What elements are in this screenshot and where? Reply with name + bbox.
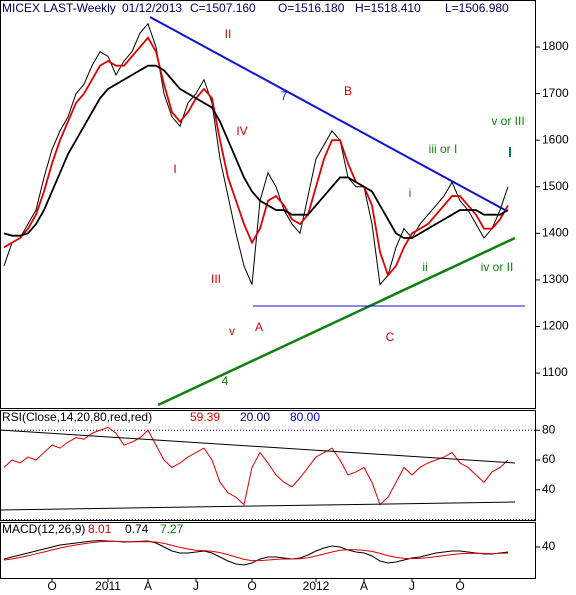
- x-tick-label: J: [193, 579, 199, 593]
- y-tick-label: 1500: [542, 179, 569, 193]
- wave-label: v or III: [491, 114, 524, 128]
- y-tick-label: 1400: [542, 226, 569, 240]
- y-tick-label: 1600: [542, 132, 569, 146]
- series-line: [3, 540, 509, 562]
- ohlc-info: C=1507.160: [190, 1, 256, 15]
- rsi-trendline: [0, 501, 516, 511]
- indicator-value: 59.39: [190, 410, 220, 424]
- rsi-panel: [0, 410, 536, 521]
- date: 01/12/2013: [122, 1, 182, 15]
- wave-label: iv or II: [481, 260, 514, 274]
- x-tick-label: J: [409, 579, 415, 593]
- series-line: [3, 22, 509, 286]
- indicator-value: 7.27: [160, 522, 184, 536]
- indicator-value: 0.74: [125, 522, 149, 536]
- wave-label: iii or I: [429, 142, 458, 156]
- y-tick-label: 1800: [542, 39, 569, 53]
- y-tick-label: 80: [542, 422, 556, 436]
- wave-label: C: [386, 330, 395, 344]
- x-tick-label: A: [360, 579, 368, 593]
- wave-label: A: [255, 320, 263, 334]
- x-tick-label: O: [247, 579, 256, 593]
- macd-panel: [0, 522, 536, 579]
- wave-label: III: [211, 272, 221, 286]
- indicator-value: 80.00: [290, 410, 320, 424]
- x-tick-label: O: [47, 579, 56, 593]
- ohlc-info: L=1506.980: [445, 1, 509, 15]
- wave-label: II: [225, 27, 232, 41]
- y-tick-label: 1700: [542, 86, 569, 100]
- indicator-value: 20.00: [240, 410, 270, 424]
- y-tick-label: 1300: [542, 272, 569, 286]
- wave-label: ii: [422, 260, 427, 274]
- series-line: [3, 426, 509, 506]
- trendline: [157, 236, 516, 407]
- panel-title: MACD(12,26,9): [2, 522, 85, 536]
- panel-title: MICEX LAST-Weekly: [2, 1, 116, 15]
- wave-label: B: [344, 84, 352, 98]
- panel-title: RSI(Close,14,20,80,red,red): [2, 410, 152, 424]
- ohlc-info: H=1518.410: [355, 1, 421, 15]
- wave-label: I: [173, 162, 176, 176]
- wave-label: i: [409, 186, 412, 200]
- trendline: [149, 16, 506, 211]
- y-tick-label: 1200: [542, 319, 569, 333]
- series-line: [3, 64, 509, 239]
- y-tick-label: 60: [542, 452, 556, 466]
- x-tick-label: A: [144, 579, 152, 593]
- wave-label: IV: [236, 124, 247, 138]
- x-tick-label: 2012: [303, 579, 330, 593]
- wave-label: v: [229, 324, 235, 338]
- rsi-trendline: [0, 429, 516, 464]
- y-tick-label: 1100: [542, 365, 568, 379]
- wave-label: 4: [222, 374, 229, 388]
- x-tick-label: 2011: [95, 579, 121, 593]
- indicator-value: 8.01: [88, 522, 112, 536]
- ohlc-info: O=1516.180: [278, 1, 345, 15]
- x-tick-label: O: [455, 579, 464, 593]
- price-panel: [0, 0, 536, 409]
- series-line: [3, 36, 509, 278]
- y-tick-label: 40: [542, 482, 556, 496]
- y-tick-label: 40: [542, 539, 556, 553]
- wave-label: 7: [281, 89, 288, 103]
